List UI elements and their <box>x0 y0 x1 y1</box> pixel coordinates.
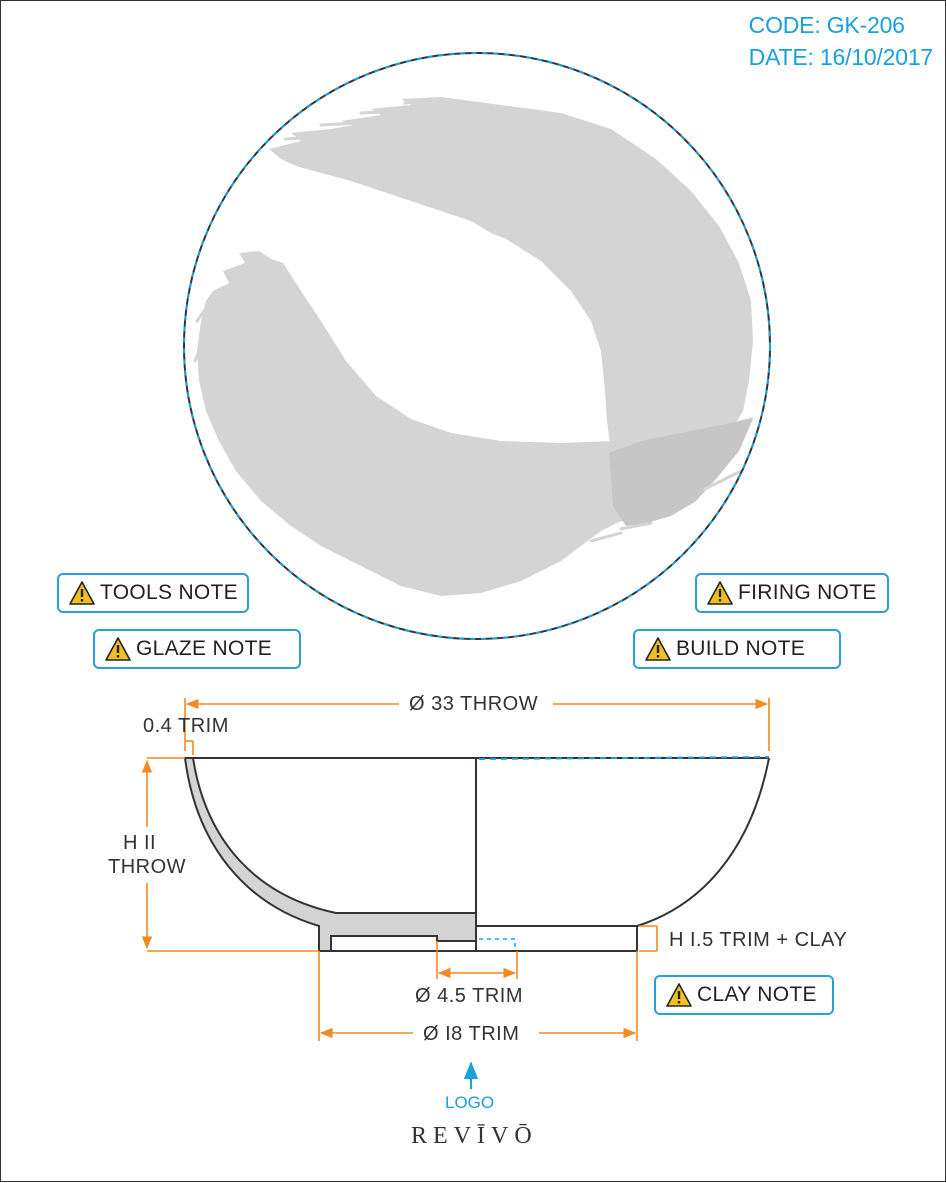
glaze-line <box>478 756 770 760</box>
firing-note-button[interactable]: FIRING NOTE <box>695 573 889 613</box>
top-view <box>183 52 771 640</box>
glaze-brush-stroke <box>193 97 753 596</box>
build-note-button[interactable]: BUILD NOTE <box>633 629 841 669</box>
brand-logo: REVĪVŌ <box>411 1123 538 1149</box>
wall-section <box>183 757 477 952</box>
foot-height-label: H I.5 TRIM + CLAY <box>669 929 848 951</box>
warning-icon <box>105 637 131 661</box>
rim-circle-glaze-line <box>183 52 771 640</box>
inner-foot-label: Ø 4.5 TRIM <box>415 985 523 1007</box>
warning-icon <box>707 581 733 605</box>
warning-icon <box>69 581 95 605</box>
height-throw-label-1: H II <box>123 832 157 854</box>
glaze-note-button[interactable]: GLAZE NOTE <box>93 629 301 669</box>
foot-diameter-label: Ø I8 TRIM <box>423 1023 520 1045</box>
logo-label: LOGO <box>445 1093 495 1112</box>
code-label: CODE: GK-206 <box>748 12 905 38</box>
tools-note-label: TOOLS NOTE <box>100 581 238 604</box>
date-label: DATE: 16/10/2017 <box>748 44 934 70</box>
rim-trim-label: 0.4 TRIM <box>143 715 229 737</box>
header-block: CODE: GK-206 DATE: 16/10/2017 <box>748 9 934 73</box>
height-throw-label-2: THROW <box>108 856 187 878</box>
tools-note-button[interactable]: TOOLS NOTE <box>57 573 249 613</box>
warning-icon <box>666 983 692 1007</box>
build-note-label: BUILD NOTE <box>676 637 806 660</box>
dimension-lines <box>141 698 770 1041</box>
section-view <box>183 756 770 952</box>
firing-note-label: FIRING NOTE <box>738 581 877 604</box>
clay-note-label: CLAY NOTE <box>697 983 817 1006</box>
diameter-throw-label: Ø 33 THROW <box>409 693 539 715</box>
warning-icon <box>645 637 671 661</box>
glaze-note-label: GLAZE NOTE <box>136 637 273 660</box>
clay-note-button[interactable]: CLAY NOTE <box>654 975 834 1015</box>
